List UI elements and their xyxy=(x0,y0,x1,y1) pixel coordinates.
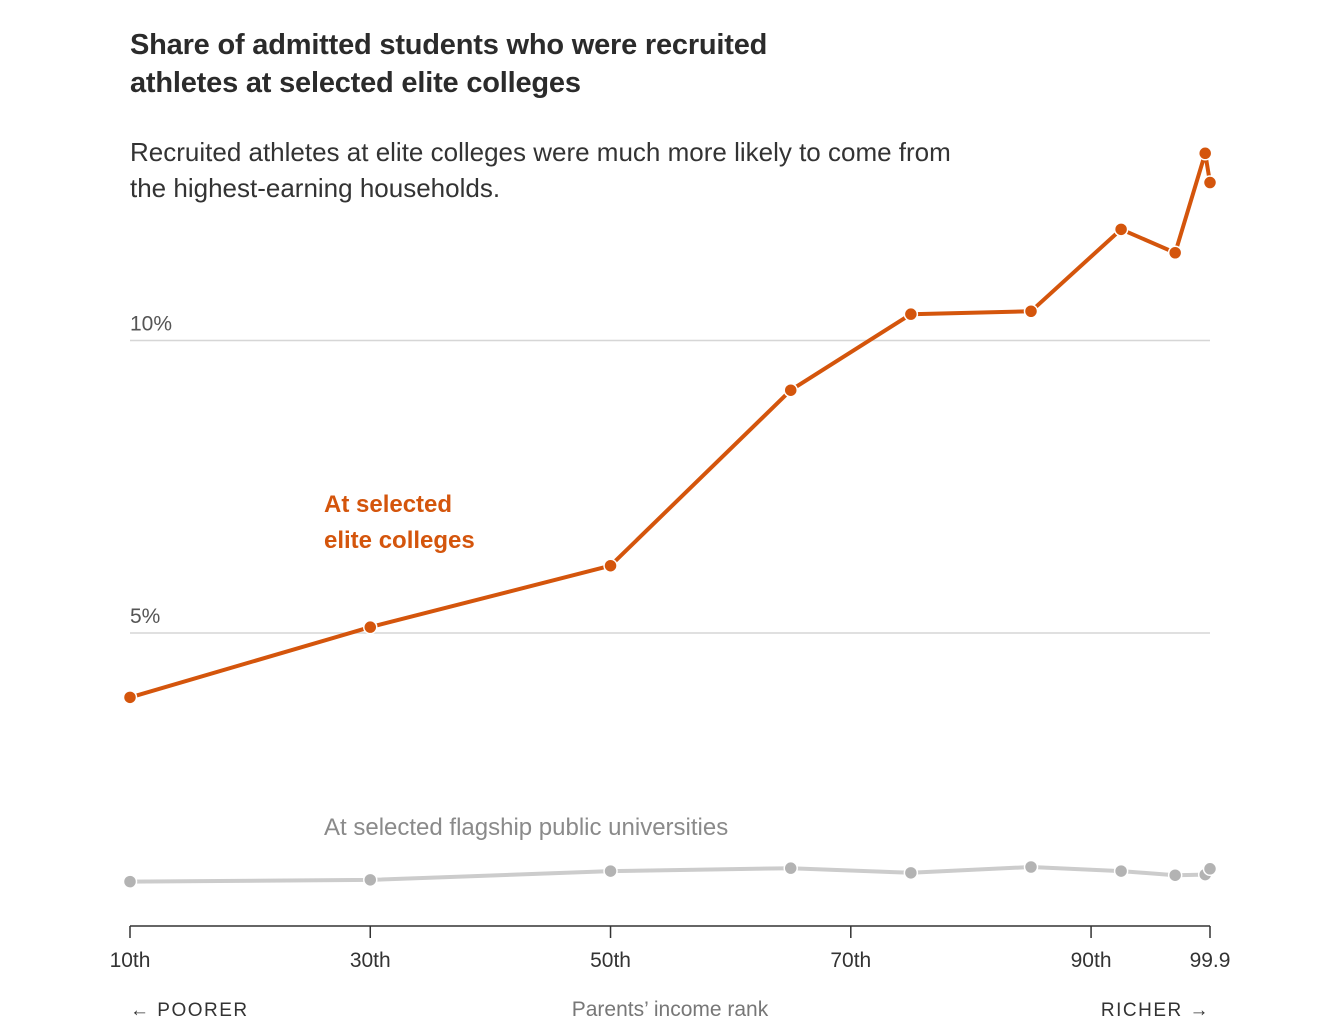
x-tick-label-5: 99.9 xyxy=(1190,949,1231,972)
x-tick-label-2: 50th xyxy=(590,949,631,972)
annotation-flagship: At selected flagship public universities xyxy=(324,814,728,841)
x-tick-label-4: 90th xyxy=(1071,949,1112,972)
annotation-elite: At selected elite colleges xyxy=(324,491,475,554)
series-0 xyxy=(122,146,1218,705)
chart-subtitle: Recruited athletes at elite colleges wer… xyxy=(130,137,951,203)
data-point-1-0 xyxy=(122,874,138,889)
data-point-0-0 xyxy=(122,690,138,705)
data-point-0-6 xyxy=(1113,222,1129,237)
x-tick-label-3: 70th xyxy=(830,949,871,972)
poorer-label: ← POORER xyxy=(130,1000,249,1021)
data-point-1-3 xyxy=(783,860,798,876)
y-axis-ticks: 5% 10% xyxy=(130,313,172,629)
x-axis-label: Parents’ income rank xyxy=(572,998,769,1021)
data-point-0-5 xyxy=(1023,304,1039,319)
y-tick-label-0: 5% xyxy=(130,605,160,628)
data-point-1-9 xyxy=(1202,861,1218,877)
series-line-1 xyxy=(128,865,1212,884)
x-tick-label-1: 30th xyxy=(350,949,391,972)
chart-title: Share of admitted students who were recr… xyxy=(130,29,768,99)
x-axis: 10th 30th 50th 70th 90th 99.9 xyxy=(110,925,1231,972)
x-tick-label-0: 10th xyxy=(110,949,151,972)
data-point-0-1 xyxy=(363,619,378,635)
richer-label: RICHER → xyxy=(1101,1000,1210,1021)
data-point-1-2 xyxy=(603,863,618,879)
data-point-0-7 xyxy=(1167,245,1183,260)
data-point-0-2 xyxy=(603,558,618,573)
series-annotations: At selected elite colleges At selected fla… xyxy=(324,491,728,841)
data-point-0-3 xyxy=(783,382,798,398)
gridlines xyxy=(130,339,1210,634)
data-point-1-7 xyxy=(1167,867,1183,883)
data-point-0-4 xyxy=(903,306,919,322)
data-point-0-9 xyxy=(1202,175,1218,190)
series-1 xyxy=(122,859,1218,889)
data-point-1-6 xyxy=(1113,863,1129,879)
data-point-1-4 xyxy=(903,865,919,881)
y-tick-label-1: 10% xyxy=(130,313,172,336)
series-line-0 xyxy=(128,151,1212,700)
data-point-1-1 xyxy=(363,872,378,888)
data-point-0-8 xyxy=(1197,146,1213,161)
series-lines xyxy=(122,146,1218,889)
data-point-1-5 xyxy=(1023,859,1039,875)
